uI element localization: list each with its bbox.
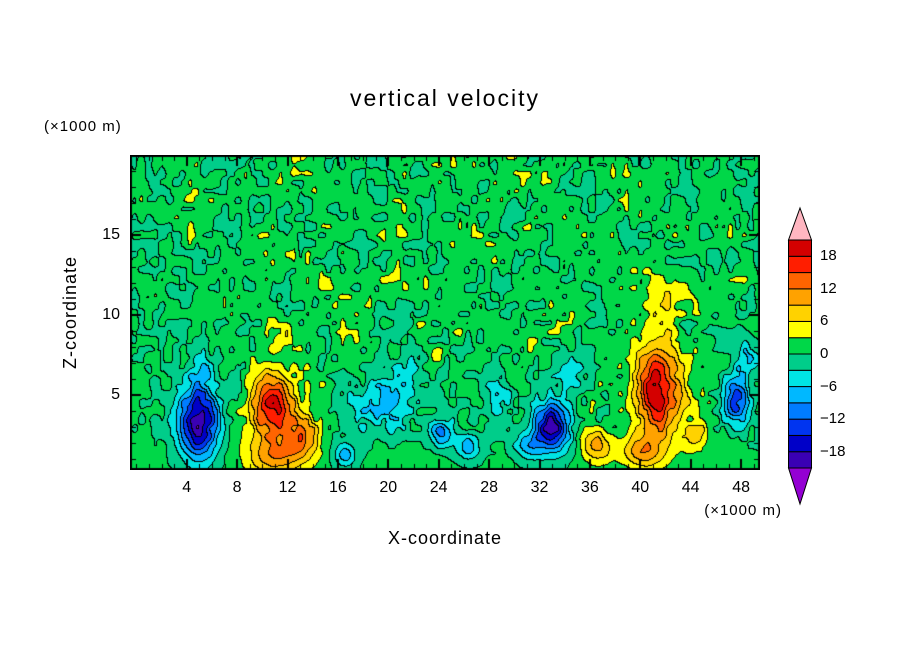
x-axis-units-label: (×1000 m) xyxy=(704,502,782,519)
colorbar-band xyxy=(788,402,812,420)
colorbar-band xyxy=(788,239,812,257)
colorbar-band xyxy=(788,255,812,274)
x-tick-label: 8 xyxy=(232,479,242,496)
x-tick-label: 36 xyxy=(580,479,599,496)
colorbar-band xyxy=(788,353,812,371)
colorbar xyxy=(787,206,813,506)
colorbar-tick-label: −12 xyxy=(820,410,846,428)
colorbar-tick-label: −18 xyxy=(820,442,846,460)
colorbar-tick-label: −6 xyxy=(820,377,838,395)
y-tick-label: 15 xyxy=(102,225,120,243)
chart-title: vertical velocity xyxy=(350,85,540,111)
z-axis-units-label: (×1000 m) xyxy=(44,118,122,135)
x-tick-label: 24 xyxy=(429,479,448,496)
y-tick-label: 10 xyxy=(102,305,120,323)
x-tick-label: 28 xyxy=(480,479,498,496)
x-tick-label: 44 xyxy=(681,479,700,496)
colorbar-band xyxy=(788,369,812,388)
vertical-velocity-plot xyxy=(130,155,760,470)
colorbar-band xyxy=(788,386,812,404)
colorbar-tick-label: 18 xyxy=(820,247,837,265)
colorbar-band xyxy=(788,337,812,355)
x-tick-label: 12 xyxy=(278,479,297,496)
colorbar-band xyxy=(788,418,812,436)
x-axis-label: X-coordinate xyxy=(387,528,503,548)
y-axis-label: Z-coordinate xyxy=(60,255,81,370)
colorbar-tick-label: 0 xyxy=(820,345,829,362)
colorbar-tick-label: 12 xyxy=(820,279,837,297)
colorbar-arrow-bottom xyxy=(787,467,813,506)
x-tick-label: 16 xyxy=(328,479,347,496)
x-tick-label: 48 xyxy=(732,479,750,496)
colorbar-tick-label: 6 xyxy=(820,312,829,330)
colorbar-band xyxy=(788,320,812,339)
x-tick-label: 20 xyxy=(379,479,398,496)
y-tick-label: 5 xyxy=(111,385,120,403)
x-tick-label: 40 xyxy=(631,479,650,496)
colorbar-band xyxy=(788,451,812,469)
x-tick-label: 32 xyxy=(530,479,549,496)
colorbar-band xyxy=(788,288,812,306)
x-tick-label: 4 xyxy=(182,479,192,496)
colorbar-band xyxy=(788,304,812,322)
colorbar-arrow-top xyxy=(787,206,813,241)
colorbar-band xyxy=(788,272,812,290)
colorbar-band xyxy=(788,434,812,453)
